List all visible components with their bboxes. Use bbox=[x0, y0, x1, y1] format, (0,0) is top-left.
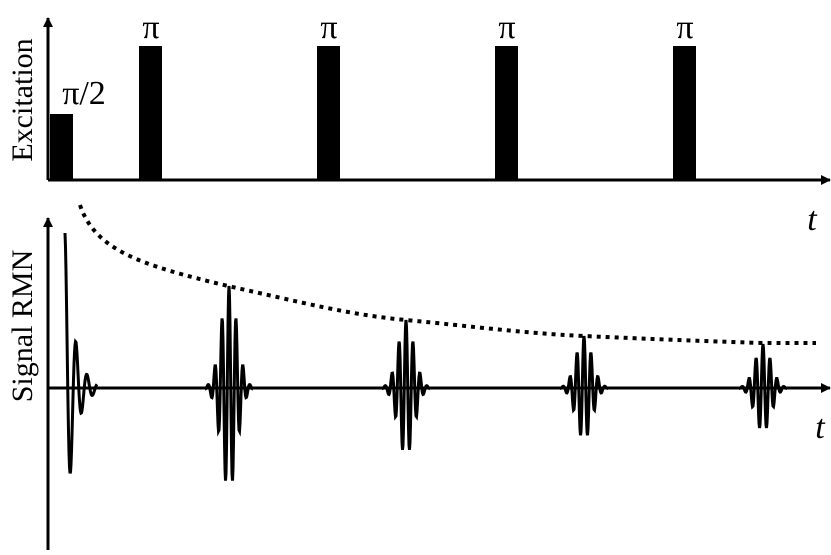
pulse-pi-1 bbox=[139, 46, 162, 180]
signal-time-label: t bbox=[815, 409, 826, 446]
echo-3 bbox=[559, 335, 609, 436]
pulse-label-pi-2: π bbox=[320, 9, 337, 46]
pulse-pi-2 bbox=[317, 46, 340, 180]
fid-signal bbox=[63, 232, 99, 474]
excitation-panel: Excitation t π/2 π π π π bbox=[6, 9, 831, 238]
decay-envelope bbox=[78, 204, 816, 345]
pulse-label-pi-3: π bbox=[498, 9, 515, 46]
pulse-label-pi-4: π bbox=[676, 9, 693, 46]
excitation-time-label: t bbox=[807, 201, 818, 238]
pulse-pi-4 bbox=[673, 46, 696, 180]
excitation-axis-label: Excitation bbox=[6, 38, 39, 161]
pulse-label-pi-half: π/2 bbox=[62, 75, 106, 112]
pulse-label-pi-1: π bbox=[142, 9, 159, 46]
pulse-pi-half bbox=[50, 114, 73, 180]
signal-panel: Signal RMN t bbox=[6, 204, 831, 550]
pulse-pi-3 bbox=[495, 46, 518, 180]
signal-axis-label: Signal RMN bbox=[6, 250, 39, 403]
echo-2 bbox=[381, 319, 431, 450]
echo-1 bbox=[204, 285, 254, 481]
echo-4 bbox=[738, 343, 788, 429]
